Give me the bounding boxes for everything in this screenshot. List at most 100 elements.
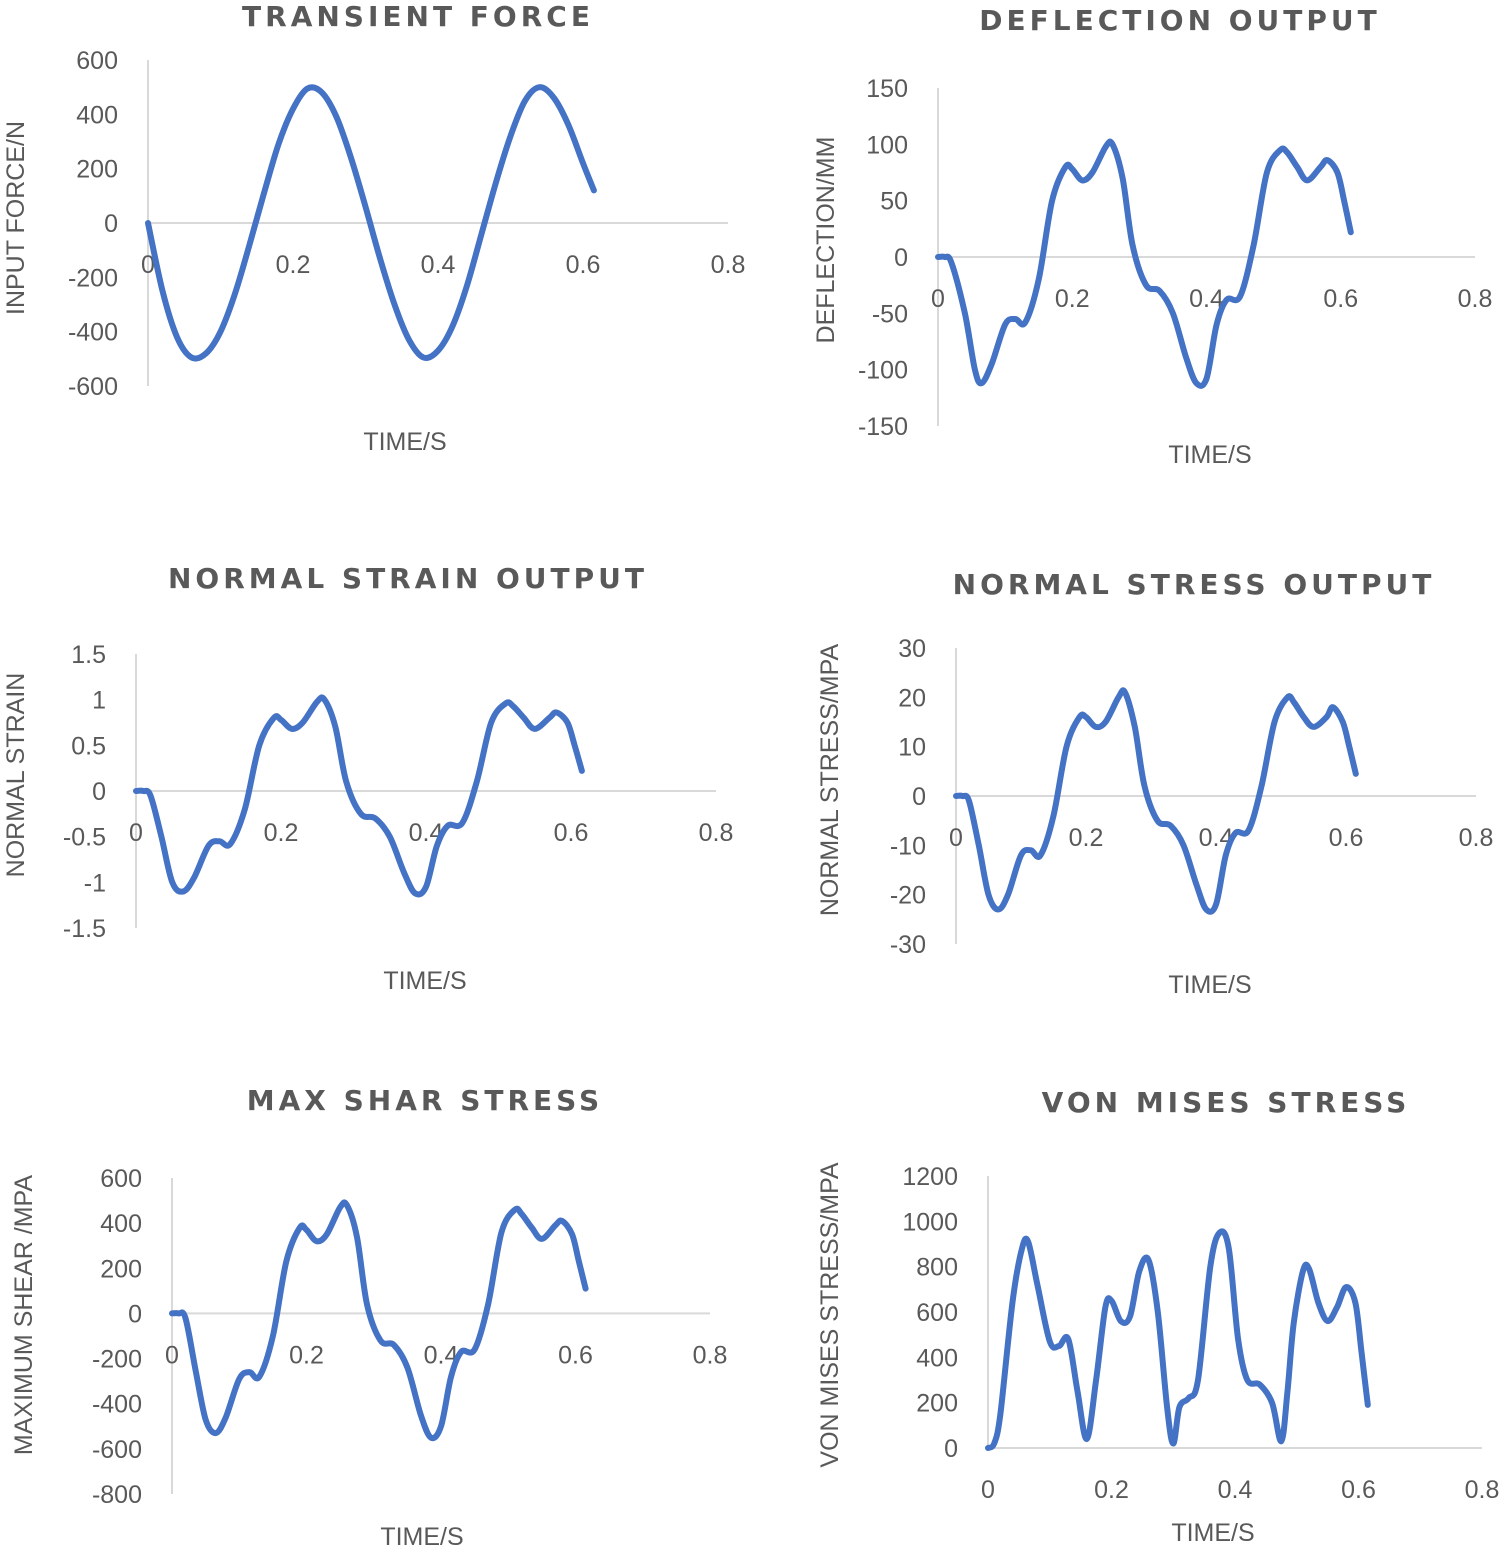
normal-strain-output-x-tick: 0 <box>129 819 143 847</box>
deflection-output-x-tick: 0.6 <box>1323 285 1358 313</box>
von-mises-stress-y-tick: 0 <box>944 1435 958 1463</box>
transient-force-chart: TRANSIENT FORCE 600 400 200 0 -200 -400 -600 0 0.… <box>2 0 745 456</box>
max-shar-stress-y-tick: -600 <box>92 1436 142 1464</box>
normal-strain-output-title: NORMAL STRAIN OUTPUT <box>168 562 648 595</box>
von-mises-stress-x-label: TIME/S <box>1171 1519 1254 1547</box>
transient-force-x-tick: 0.8 <box>711 251 746 279</box>
max-shar-stress-y-tick: 200 <box>100 1255 142 1283</box>
deflection-output-y-tick: 150 <box>866 75 908 103</box>
normal-strain-output-y-tick: 1.5 <box>71 641 106 669</box>
max-shar-stress-x-label: TIME/S <box>380 1523 463 1551</box>
normal-stress-output-y-tick: 10 <box>898 734 926 762</box>
deflection-output-x-tick: 0.8 <box>1458 285 1493 313</box>
von-mises-stress-x-tick: 0.4 <box>1218 1476 1253 1504</box>
max-shar-stress-chart: MAX SHAR STRESS 600 400 200 0 -200 -400 -600 -80… <box>10 1084 727 1551</box>
transient-force-y-tick: -200 <box>68 264 118 292</box>
normal-strain-output-y-tick: 0 <box>92 778 106 806</box>
von-mises-stress-y-tick: 400 <box>916 1344 958 1372</box>
normal-strain-output-x-label: TIME/S <box>383 967 466 995</box>
max-shar-stress-y-tick: 600 <box>100 1165 142 1193</box>
transient-force-x-tick: 0.2 <box>276 251 311 279</box>
max-shar-stress-y-tick: -200 <box>92 1346 142 1374</box>
normal-strain-output-x-tick: 0.6 <box>554 819 589 847</box>
normal-stress-output-y-label: NORMAL STRESS/MPA <box>816 644 844 917</box>
deflection-output-y-tick: 100 <box>866 131 908 159</box>
max-shar-stress-y-label: MAXIMUM SHEAR /MPA <box>10 1175 38 1455</box>
von-mises-stress-y-tick: 200 <box>916 1390 958 1418</box>
normal-strain-output-chart: NORMAL STRAIN OUTPUT 1.5 1 0.5 0 -0.5 -1 -1.5 0 0… <box>2 562 733 995</box>
von-mises-stress-y-tick: 800 <box>916 1254 958 1282</box>
normal-stress-output-y-tick: -20 <box>890 882 926 910</box>
von-mises-stress-title: VON MISES STRESS <box>1042 1086 1411 1119</box>
normal-strain-output-x-tick: 0.8 <box>699 819 734 847</box>
deflection-output-y-tick: 50 <box>880 188 908 216</box>
von-mises-stress-x-tick: 0.8 <box>1465 1476 1500 1504</box>
max-shar-stress-series-line <box>169 1199 589 1442</box>
max-shar-stress-y-tick: -400 <box>92 1391 142 1419</box>
max-shar-stress-y-tick: 400 <box>100 1210 142 1238</box>
von-mises-stress-x-tick: 0.6 <box>1341 1476 1376 1504</box>
transient-force-x-tick: 0.6 <box>566 251 601 279</box>
normal-stress-output-chart: NORMAL STRESS OUTPUT 30 20 10 0 -10 -20 -30 0 0.2… <box>816 568 1493 999</box>
normal-strain-output-y-tick: 0.5 <box>71 732 106 760</box>
deflection-output-y-label: DEFLECTION/MM <box>812 137 840 344</box>
von-mises-stress-y-tick: 1000 <box>902 1208 958 1236</box>
von-mises-stress-y-label: VON MISES STRESS/MPA <box>816 1162 844 1467</box>
deflection-output-series-line <box>935 138 1354 389</box>
deflection-output-y-tick: -50 <box>872 300 908 328</box>
deflection-output-title: DEFLECTION OUTPUT <box>979 4 1381 37</box>
normal-strain-output-x-tick: 0.2 <box>264 819 299 847</box>
max-shar-stress-y-tick: 0 <box>128 1300 142 1328</box>
normal-stress-output-title: NORMAL STRESS OUTPUT <box>953 568 1436 601</box>
transient-force-y-label: INPUT FORCE/N <box>2 121 30 315</box>
normal-stress-output-y-tick: 30 <box>898 635 926 663</box>
deflection-output-y-tick: -150 <box>858 413 908 441</box>
transient-force-series-line <box>145 84 597 362</box>
normal-stress-output-y-tick: 0 <box>912 783 926 811</box>
deflection-output-x-tick: 0.4 <box>1189 285 1224 313</box>
deflection-output-x-tick: 0.2 <box>1055 285 1090 313</box>
max-shar-stress-y-tick: -800 <box>92 1481 142 1509</box>
transient-force-x-tick: 0.4 <box>421 251 456 279</box>
normal-stress-output-x-label: TIME/S <box>1168 971 1251 999</box>
normal-strain-output-y-tick: -1 <box>84 869 106 897</box>
von-mises-stress-series-line <box>985 1228 1371 1451</box>
max-shar-stress-x-tick: 0.2 <box>289 1341 324 1369</box>
von-mises-stress-chart: VON MISES STRESS 1200 1000 800 600 400 200 00 0.… <box>816 1086 1499 1547</box>
normal-stress-output-y-tick: -10 <box>890 832 926 860</box>
deflection-output-x-label: TIME/S <box>1168 441 1251 469</box>
deflection-output-chart: DEFLECTION OUTPUT 150 100 50 0 -50 -100 -150 0 0.… <box>812 4 1492 469</box>
max-shar-stress-x-tick: 0.6 <box>558 1341 593 1369</box>
normal-strain-output-y-tick: -1.5 <box>63 915 106 943</box>
transient-force-y-tick: 600 <box>76 47 118 75</box>
normal-stress-output-x-tick: 0 <box>949 824 963 852</box>
transient-force-y-tick: -400 <box>68 319 118 347</box>
normal-stress-output-x-tick: 0.2 <box>1069 824 1104 852</box>
deflection-output-y-tick: 0 <box>894 244 908 272</box>
transient-force-y-tick: 200 <box>76 156 118 184</box>
normal-strain-output-y-tick: -0.5 <box>63 824 106 852</box>
max-shar-stress-x-tick: 0.8 <box>693 1341 728 1369</box>
transient-force-title: TRANSIENT FORCE <box>242 0 594 33</box>
von-mises-stress-y-tick: 1200 <box>902 1163 958 1191</box>
transient-force-x-tick: 0 <box>141 251 155 279</box>
max-shar-stress-x-tick: 0 <box>165 1341 179 1369</box>
deflection-output-y-tick: -100 <box>858 357 908 385</box>
normal-strain-output-y-label: NORMAL STRAIN <box>2 673 30 878</box>
von-mises-stress-y-tick: 600 <box>916 1299 958 1327</box>
transient-force-y-tick: 0 <box>104 210 118 238</box>
deflection-output-x-tick: 0 <box>931 285 945 313</box>
normal-stress-output-x-tick: 0.8 <box>1459 824 1494 852</box>
normal-stress-output-x-tick: 0.6 <box>1329 824 1364 852</box>
transient-force-y-tick: 400 <box>76 101 118 129</box>
normal-stress-output-y-tick: -30 <box>890 931 926 959</box>
von-mises-stress-x-tick: 0 <box>981 1476 995 1504</box>
max-shar-stress-title: MAX SHAR STRESS <box>247 1084 603 1117</box>
normal-strain-output-series-line <box>133 694 585 898</box>
normal-strain-output-y-tick: 1 <box>92 687 106 715</box>
normal-stress-output-series-line <box>953 687 1359 915</box>
von-mises-stress-x-tick: 0.2 <box>1094 1476 1129 1504</box>
transient-force-y-tick: -600 <box>68 373 118 401</box>
normal-stress-output-y-tick: 20 <box>898 684 926 712</box>
